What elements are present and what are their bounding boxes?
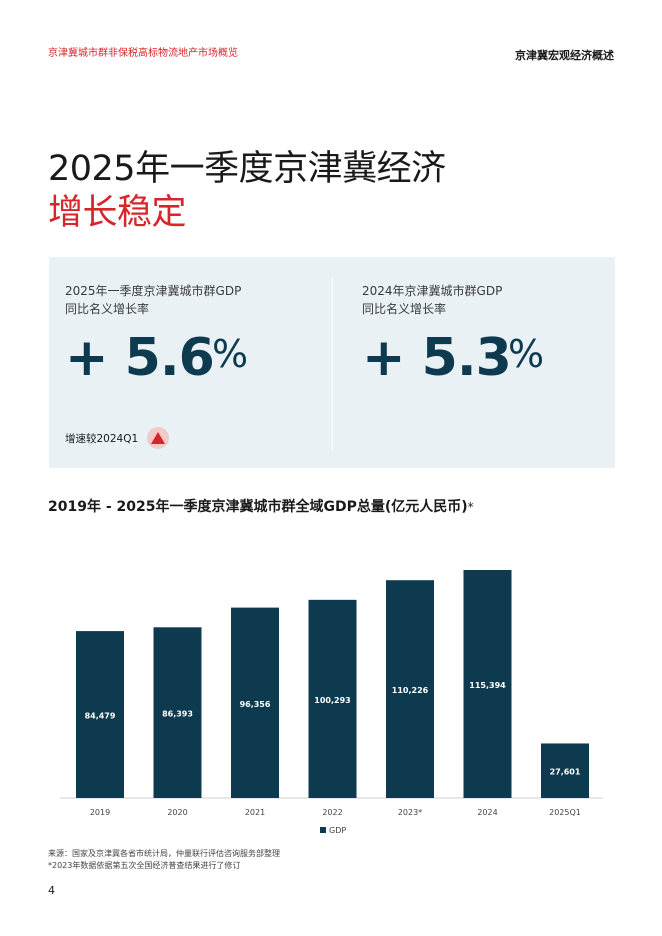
x-tick-label: 2024 xyxy=(477,808,497,817)
stat-label-2025q1: 2025年一季度京津冀城市群GDP 同比名义增长率 xyxy=(65,282,241,318)
stat-label-line1: 2024年京津冀城市群GDP xyxy=(362,284,503,298)
x-tick-label: 2021 xyxy=(245,808,265,817)
stat-label-line1: 2025年一季度京津冀城市群GDP xyxy=(65,284,242,298)
header-section-title: 京津冀宏观经济概述 xyxy=(515,49,614,62)
legend-swatch xyxy=(320,827,326,833)
stat-unit-2025q1: % xyxy=(212,332,249,376)
source-line1: 来源：国家及京津冀各省市统计局，仲量联行评估咨询服务部整理 xyxy=(48,849,280,858)
page-title-line1: 2025年一季度京津冀经济 xyxy=(48,149,446,189)
bar-value-label: 86,393 xyxy=(162,710,193,719)
bar-value-label: 96,356 xyxy=(240,700,271,709)
stat-value-2025q1: + 5.6 xyxy=(65,328,215,388)
bar-2025Q1 xyxy=(541,743,589,798)
gdp-bar-chart: 84,479 2019 86,393 2020 96,356 2021 100,293 202… xyxy=(60,570,603,835)
stat-label-line2: 同比名义增长率 xyxy=(65,302,150,316)
stat-unit-2024: % xyxy=(508,332,545,376)
stats-divider xyxy=(332,278,333,450)
stat-label-line2: 同比名义增长率 xyxy=(362,302,447,316)
up-triangle-icon xyxy=(147,427,169,449)
bar-value-label: 27,601 xyxy=(550,768,581,777)
bar-2023* xyxy=(386,580,434,798)
growth-comparison-label: 增速较2024Q1 xyxy=(65,433,139,445)
source-note: 来源：国家及京津冀各省市统计局，仲量联行评估咨询服务部整理 *2023年数据依据… xyxy=(48,848,280,872)
bar-value-label: 84,479 xyxy=(85,712,116,721)
x-tick-label: 2019 xyxy=(90,808,110,817)
page-number: 4 xyxy=(48,884,55,897)
bar-value-label: 110,226 xyxy=(392,686,429,695)
header-report-title: 京津冀城市群非保税高标物流地产市场概览 xyxy=(48,48,238,59)
stat-value-2024: + 5.3 xyxy=(362,328,512,388)
chart-title-footnote-mark: * xyxy=(467,500,474,514)
bar-value-label: 100,293 xyxy=(314,696,350,705)
bar-2024 xyxy=(463,570,512,798)
bar-2019 xyxy=(76,631,124,798)
x-tick-label: 2025Q1 xyxy=(549,808,581,817)
bar-2021 xyxy=(231,607,279,798)
page-title-line2: 增长稳定 xyxy=(48,193,187,233)
x-tick-label: 2022 xyxy=(322,808,342,817)
chart-title-text: 2019年 - 2025年一季度京津冀城市群全域GDP总量(亿元人民币) xyxy=(48,499,468,515)
x-tick-label: 2020 xyxy=(167,808,187,817)
bar-2022 xyxy=(308,599,357,798)
bar-value-label: 115,394 xyxy=(469,681,506,690)
source-line2: *2023年数据依据第五次全国经济普查结果进行了修订 xyxy=(48,861,241,870)
x-tick-label: 2023* xyxy=(398,808,422,817)
chart-title: 2019年 - 2025年一季度京津冀城市群全域GDP总量(亿元人民币)* xyxy=(48,496,474,516)
bar-2020 xyxy=(153,627,202,798)
stat-label-2024: 2024年京津冀城市群GDP 同比名义增长率 xyxy=(362,282,502,318)
legend-label: GDP xyxy=(329,826,346,835)
